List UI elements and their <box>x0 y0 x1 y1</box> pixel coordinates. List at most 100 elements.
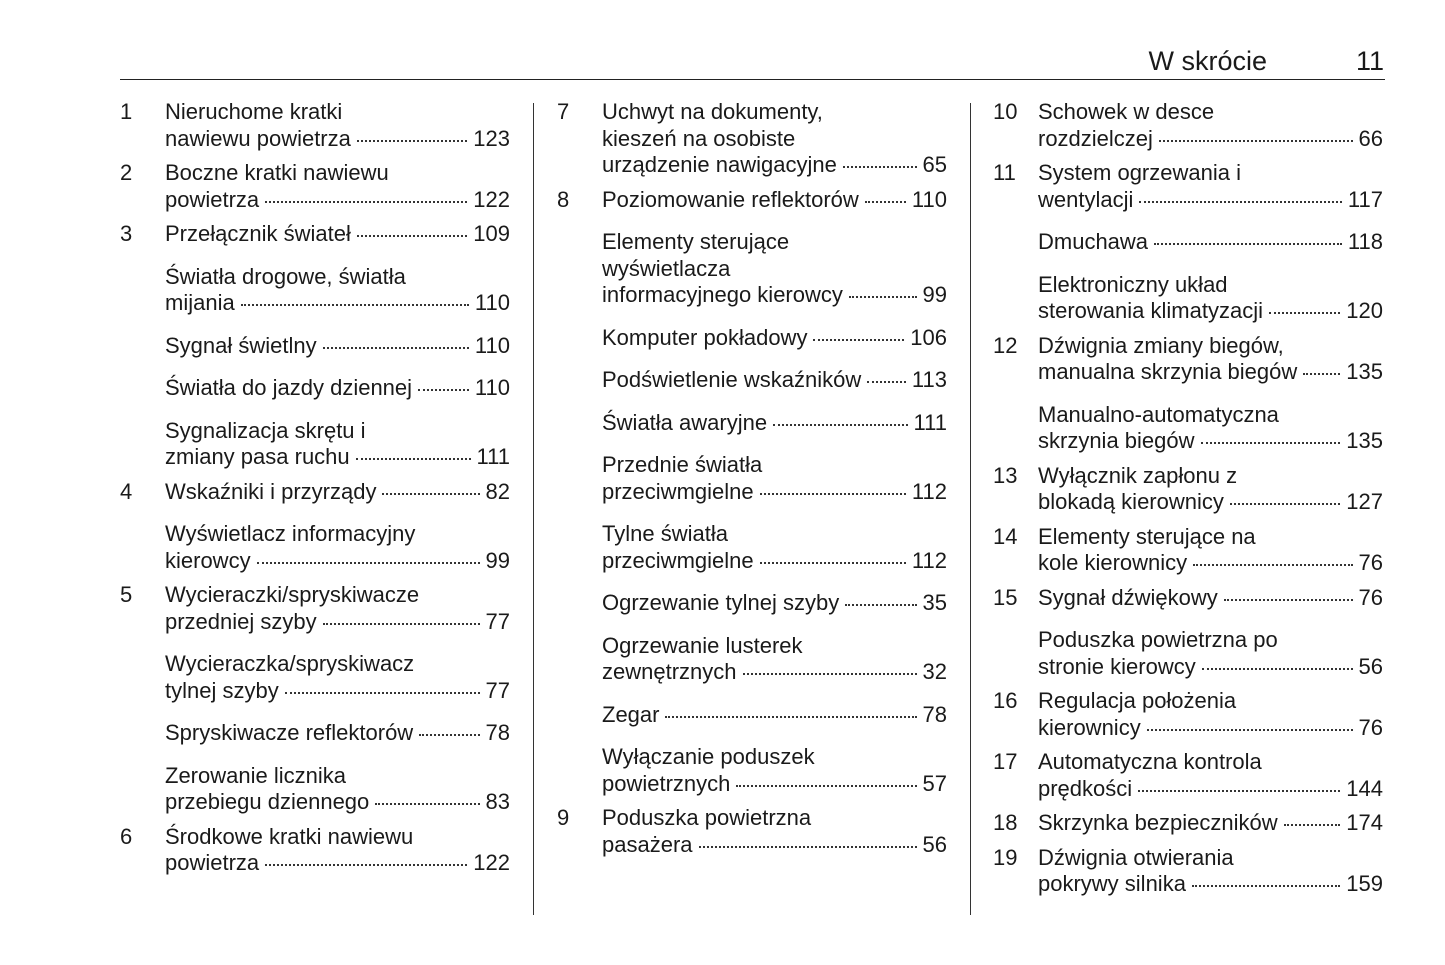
entry-line: Nieruchome kratki <box>165 99 343 124</box>
leader-dots <box>1158 139 1353 142</box>
entry-line: pokrywy silnika 159 <box>1038 871 1383 898</box>
entry: 7 Uchwyt na dokumenty, kieszeń na osobiste… <box>557 99 947 179</box>
entry-line: powietrza 122 <box>165 187 510 214</box>
item-number: 8 <box>557 186 570 212</box>
entry-line: sterowania klimatyzacji 120 <box>1038 298 1383 325</box>
entry-text: manualna skrzynia biegów <box>1038 359 1298 384</box>
entry-line: Boczne kratki nawiewu <box>165 160 389 185</box>
entry-text: pokrywy silnika <box>1038 871 1186 896</box>
entry-text: przedniej szyby <box>165 608 317 634</box>
leader-dots <box>813 338 905 341</box>
leader-dots <box>284 691 480 694</box>
entry-line: rozdzielczej 66 <box>1038 126 1383 153</box>
page-ref: 135 <box>1346 359 1383 384</box>
leader-dots <box>867 381 906 383</box>
page-ref: 111 <box>913 409 947 435</box>
page-ref: 127 <box>1346 489 1383 514</box>
column: 7 Uchwyt na dokumenty, kieszeń na osobiste… <box>557 91 947 858</box>
page-ref: 99 <box>922 282 947 307</box>
entry-text: Ogrzewanie tylnej szyby <box>602 590 840 615</box>
entry-line: Światła awaryjne 111 <box>602 410 947 437</box>
leader-dots <box>419 734 480 736</box>
leader-dots <box>848 296 917 298</box>
leader-dots <box>322 346 469 349</box>
page-ref: 110 <box>474 375 510 400</box>
entry: 8 Poziomowanie reflektorów 110 <box>557 187 947 214</box>
entry-line: Ogrzewanie tylnej szyby 35 <box>602 590 947 617</box>
leader-dots <box>1283 824 1341 826</box>
entry: 2 Boczne kratki nawiewu powietrza 122 <box>120 160 510 213</box>
item-number: 5 <box>120 582 133 607</box>
page-ref: 120 <box>1346 298 1383 323</box>
entry-line: Elementy sterujące <box>602 229 790 254</box>
entry-line: Dźwignia otwierania <box>1038 844 1234 870</box>
leader-dots <box>418 389 469 391</box>
page-ref: 144 <box>1346 775 1383 801</box>
entry-line: manualna skrzynia biegów 135 <box>1038 359 1383 386</box>
entry: Ogrzewanie tylnej szyby 35 <box>557 590 947 617</box>
page-ref: 78 <box>922 701 947 727</box>
leader-dots <box>1191 885 1341 887</box>
entry-text: przeciwmgielne <box>602 478 754 504</box>
entry-text: Zegar <box>602 701 660 727</box>
entry-text: sterowania klimatyzacji <box>1038 298 1263 323</box>
entry: Ogrzewanie lusterek zewnętrznych 32 <box>557 633 947 686</box>
item-number: 14 <box>993 523 1018 549</box>
entry: Elementy sterujące wyświetlacza informacyj… <box>557 229 947 309</box>
leader-dots <box>736 784 917 787</box>
page-ref: 83 <box>485 789 510 814</box>
entry: Światła drogowe, światła mijania 110 <box>120 264 510 317</box>
page-ref: 32 <box>922 659 947 684</box>
entry-line: tylnej szyby 77 <box>165 678 510 705</box>
leader-dots <box>240 304 469 306</box>
item-number: 13 <box>993 462 1018 488</box>
entry-line: powietrza 122 <box>165 850 510 877</box>
page-ref: 65 <box>922 152 947 177</box>
leader-dots <box>1146 728 1353 731</box>
entry-line: Elementy sterujące na <box>1038 523 1256 549</box>
entry-line: Przednie światła <box>602 452 763 477</box>
entry-line: wyświetlacza <box>602 255 731 281</box>
page-ref: 77 <box>485 677 510 703</box>
item-number: 16 <box>993 688 1018 713</box>
entry: 16 Regulacja położenia kierownicy 76 <box>993 688 1383 741</box>
entry-text: Sygnał dźwiękowy <box>1038 584 1218 610</box>
entry-line: Światła do jazdy dziennej 110 <box>165 375 510 402</box>
page-ref: 57 <box>922 770 947 796</box>
entry-text: przeciwmgielne <box>602 547 754 573</box>
page-ref: 106 <box>910 324 947 350</box>
leader-dots <box>1201 667 1353 670</box>
page-ref: 66 <box>1358 125 1383 151</box>
entry-line: Wycieraczka/spryskiwacz <box>165 651 415 676</box>
entry-text: kierownicy <box>1038 714 1141 740</box>
leader-dots <box>845 604 917 606</box>
entry-line: wentylacji 117 <box>1038 187 1383 214</box>
page-ref: 122 <box>473 850 510 875</box>
page-ref: 77 <box>485 608 510 634</box>
entry-text: kole kierownicy <box>1038 550 1188 575</box>
entry-line: Skrzynka bezpieczników 174 <box>1038 810 1383 837</box>
page-ref: 112 <box>911 547 947 573</box>
item-number: 4 <box>120 478 133 504</box>
page-ref: 174 <box>1346 810 1383 835</box>
entry: Sygnał świetlny 110 <box>120 333 510 360</box>
entry-line: powietrznych 57 <box>602 771 947 798</box>
entry-line: Podświetlenie wskaźników 113 <box>602 367 947 394</box>
page-ref: 112 <box>911 478 947 504</box>
entry: Przednie światła przeciwmgielne 112 <box>557 452 947 505</box>
entry-line: Automatyczna kontrola <box>1038 749 1262 774</box>
entry: Wyświetlacz informacyjny kierowcy 99 <box>120 521 510 574</box>
entry-text: prędkości <box>1038 775 1133 801</box>
page-ref: 110 <box>911 186 947 212</box>
column-divider <box>970 103 971 915</box>
item-number: 9 <box>557 805 570 830</box>
entry-text: Światła awaryjne <box>602 409 768 435</box>
entry: 17 Automatyczna kontrola prędkości 144 <box>993 749 1383 802</box>
item-number: 18 <box>993 810 1018 835</box>
entry-text: rozdzielczej <box>1038 125 1153 151</box>
entry-line: blokadą kierownicy 127 <box>1038 489 1383 516</box>
leader-dots <box>322 622 480 625</box>
entry-line: Poziomowanie reflektorów 110 <box>602 187 947 214</box>
item-number: 10 <box>993 99 1018 124</box>
page-ref: 117 <box>1347 186 1383 212</box>
